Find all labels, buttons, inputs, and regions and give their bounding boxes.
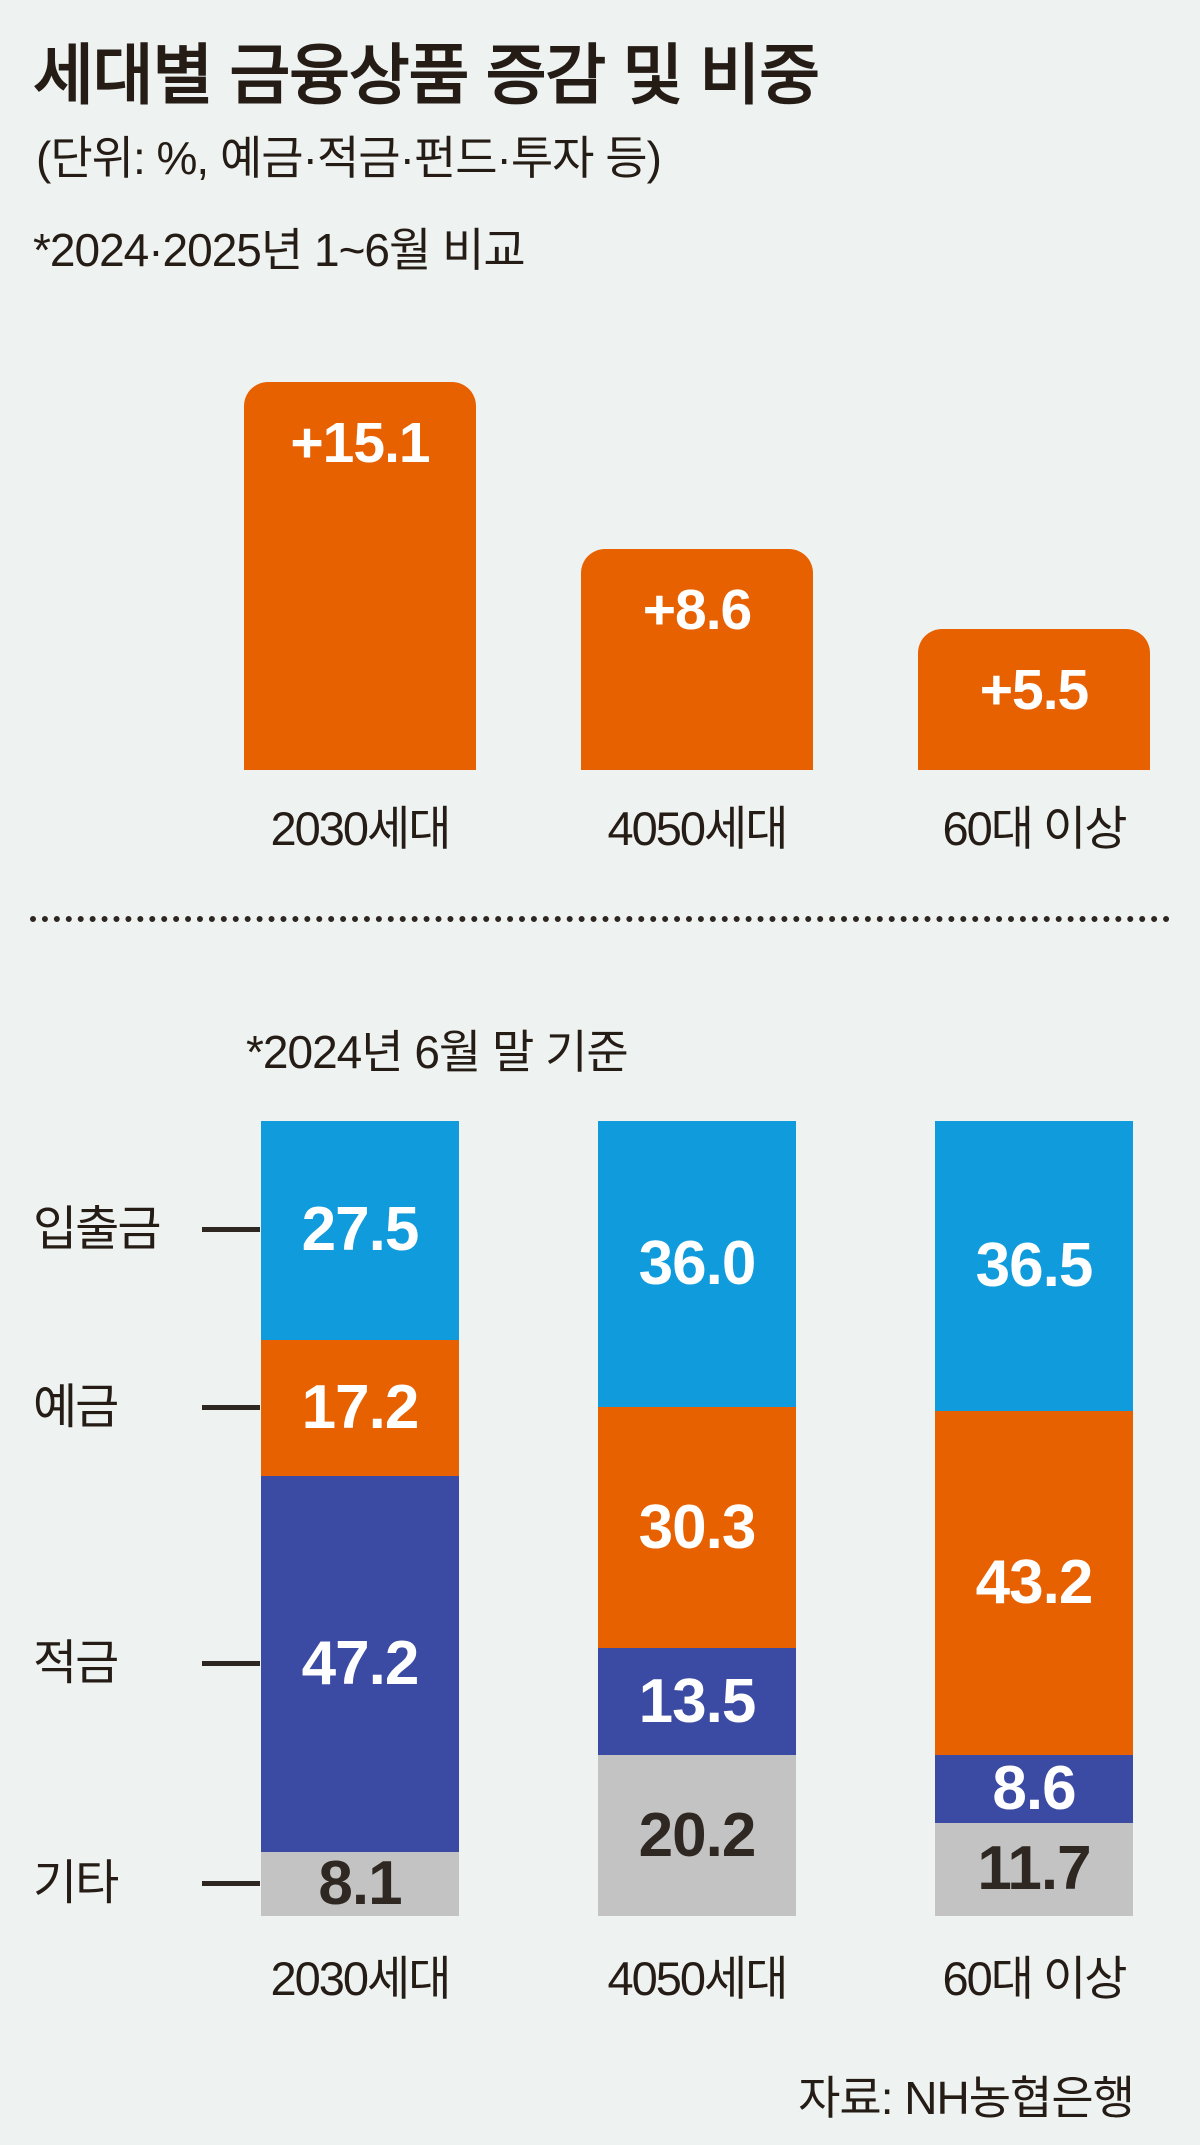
composition-basis-note: *2024년 6월 말 기준 [246,1026,629,1078]
stack-segment: 17.2 [261,1339,459,1477]
growth-bar: +15.1 [244,382,476,770]
stack-segment: 36.5 [935,1121,1133,1412]
unit-subtitle: (단위: %, 예금·적금·펀드·투자 등) [36,132,662,184]
series-axis-label: 예금 [33,1381,119,1434]
section-divider [30,916,1170,922]
stack-segment: 13.5 [598,1648,796,1756]
page-title: 세대별 금융상품 증감 및 비중 [33,38,820,112]
segment-value: 43.2 [975,1547,1094,1617]
segment-value: 36.5 [975,1231,1094,1301]
series-axis-label: 기타 [33,1857,119,1910]
stack-segment: 36.0 [598,1121,796,1408]
segment-value: 30.3 [638,1492,757,1562]
segment-value: 13.5 [638,1666,757,1736]
series-axis-label: 입출금 [33,1203,161,1256]
axis-tick-line [202,1881,260,1886]
stack-segment: 30.3 [598,1407,796,1649]
growth-bar-value: +15.1 [290,411,430,475]
segment-value: 36.0 [638,1229,757,1299]
segment-value: 20.2 [638,1800,757,1870]
growth-bar: +5.5 [918,629,1150,770]
stacked-column: 36.5 43.2 8.6 11.7 [935,1121,1133,1916]
stacked-column-category: 60대 이상 [942,1952,1127,2005]
stacked-column: 36.0 30.3 13.5 20.2 [598,1121,796,1916]
segment-value: 17.2 [301,1372,420,1442]
growth-bar-value: +8.6 [642,578,753,642]
comparison-period-note: *2024·2025년 1~6월 비교 [33,224,526,276]
axis-tick-line [202,1405,260,1410]
segment-value: 11.7 [977,1834,1091,1904]
segment-value: 8.1 [318,1848,402,1918]
stack-segment: 43.2 [935,1411,1133,1755]
source-credit: 자료: NH농협은행 [798,2072,1135,2124]
stack-segment: 47.2 [261,1476,459,1852]
stack-segment: 11.7 [935,1822,1133,1916]
stack-segment: 8.1 [261,1848,459,1918]
stacked-column-category: 2030세대 [270,1952,451,2005]
growth-bar-value: +5.5 [979,658,1090,722]
axis-tick-line [202,1227,260,1232]
segment-value: 27.5 [301,1195,420,1265]
stack-segment: 20.2 [598,1755,796,1916]
stacked-column-category: 4050세대 [607,1952,788,2005]
series-axis-label: 적금 [33,1637,119,1690]
stack-segment: 27.5 [261,1121,459,1340]
growth-bar: +8.6 [581,549,813,770]
stack-segment: 8.6 [935,1753,1133,1823]
segment-value: 47.2 [301,1628,420,1698]
growth-bar-category: 60대 이상 [942,802,1127,855]
stacked-column: 27.5 17.2 47.2 8.1 [261,1121,459,1916]
growth-bar-category: 2030세대 [270,802,451,855]
axis-tick-line [202,1661,260,1666]
growth-bar-category: 4050세대 [607,802,788,855]
segment-value: 8.6 [992,1753,1076,1823]
